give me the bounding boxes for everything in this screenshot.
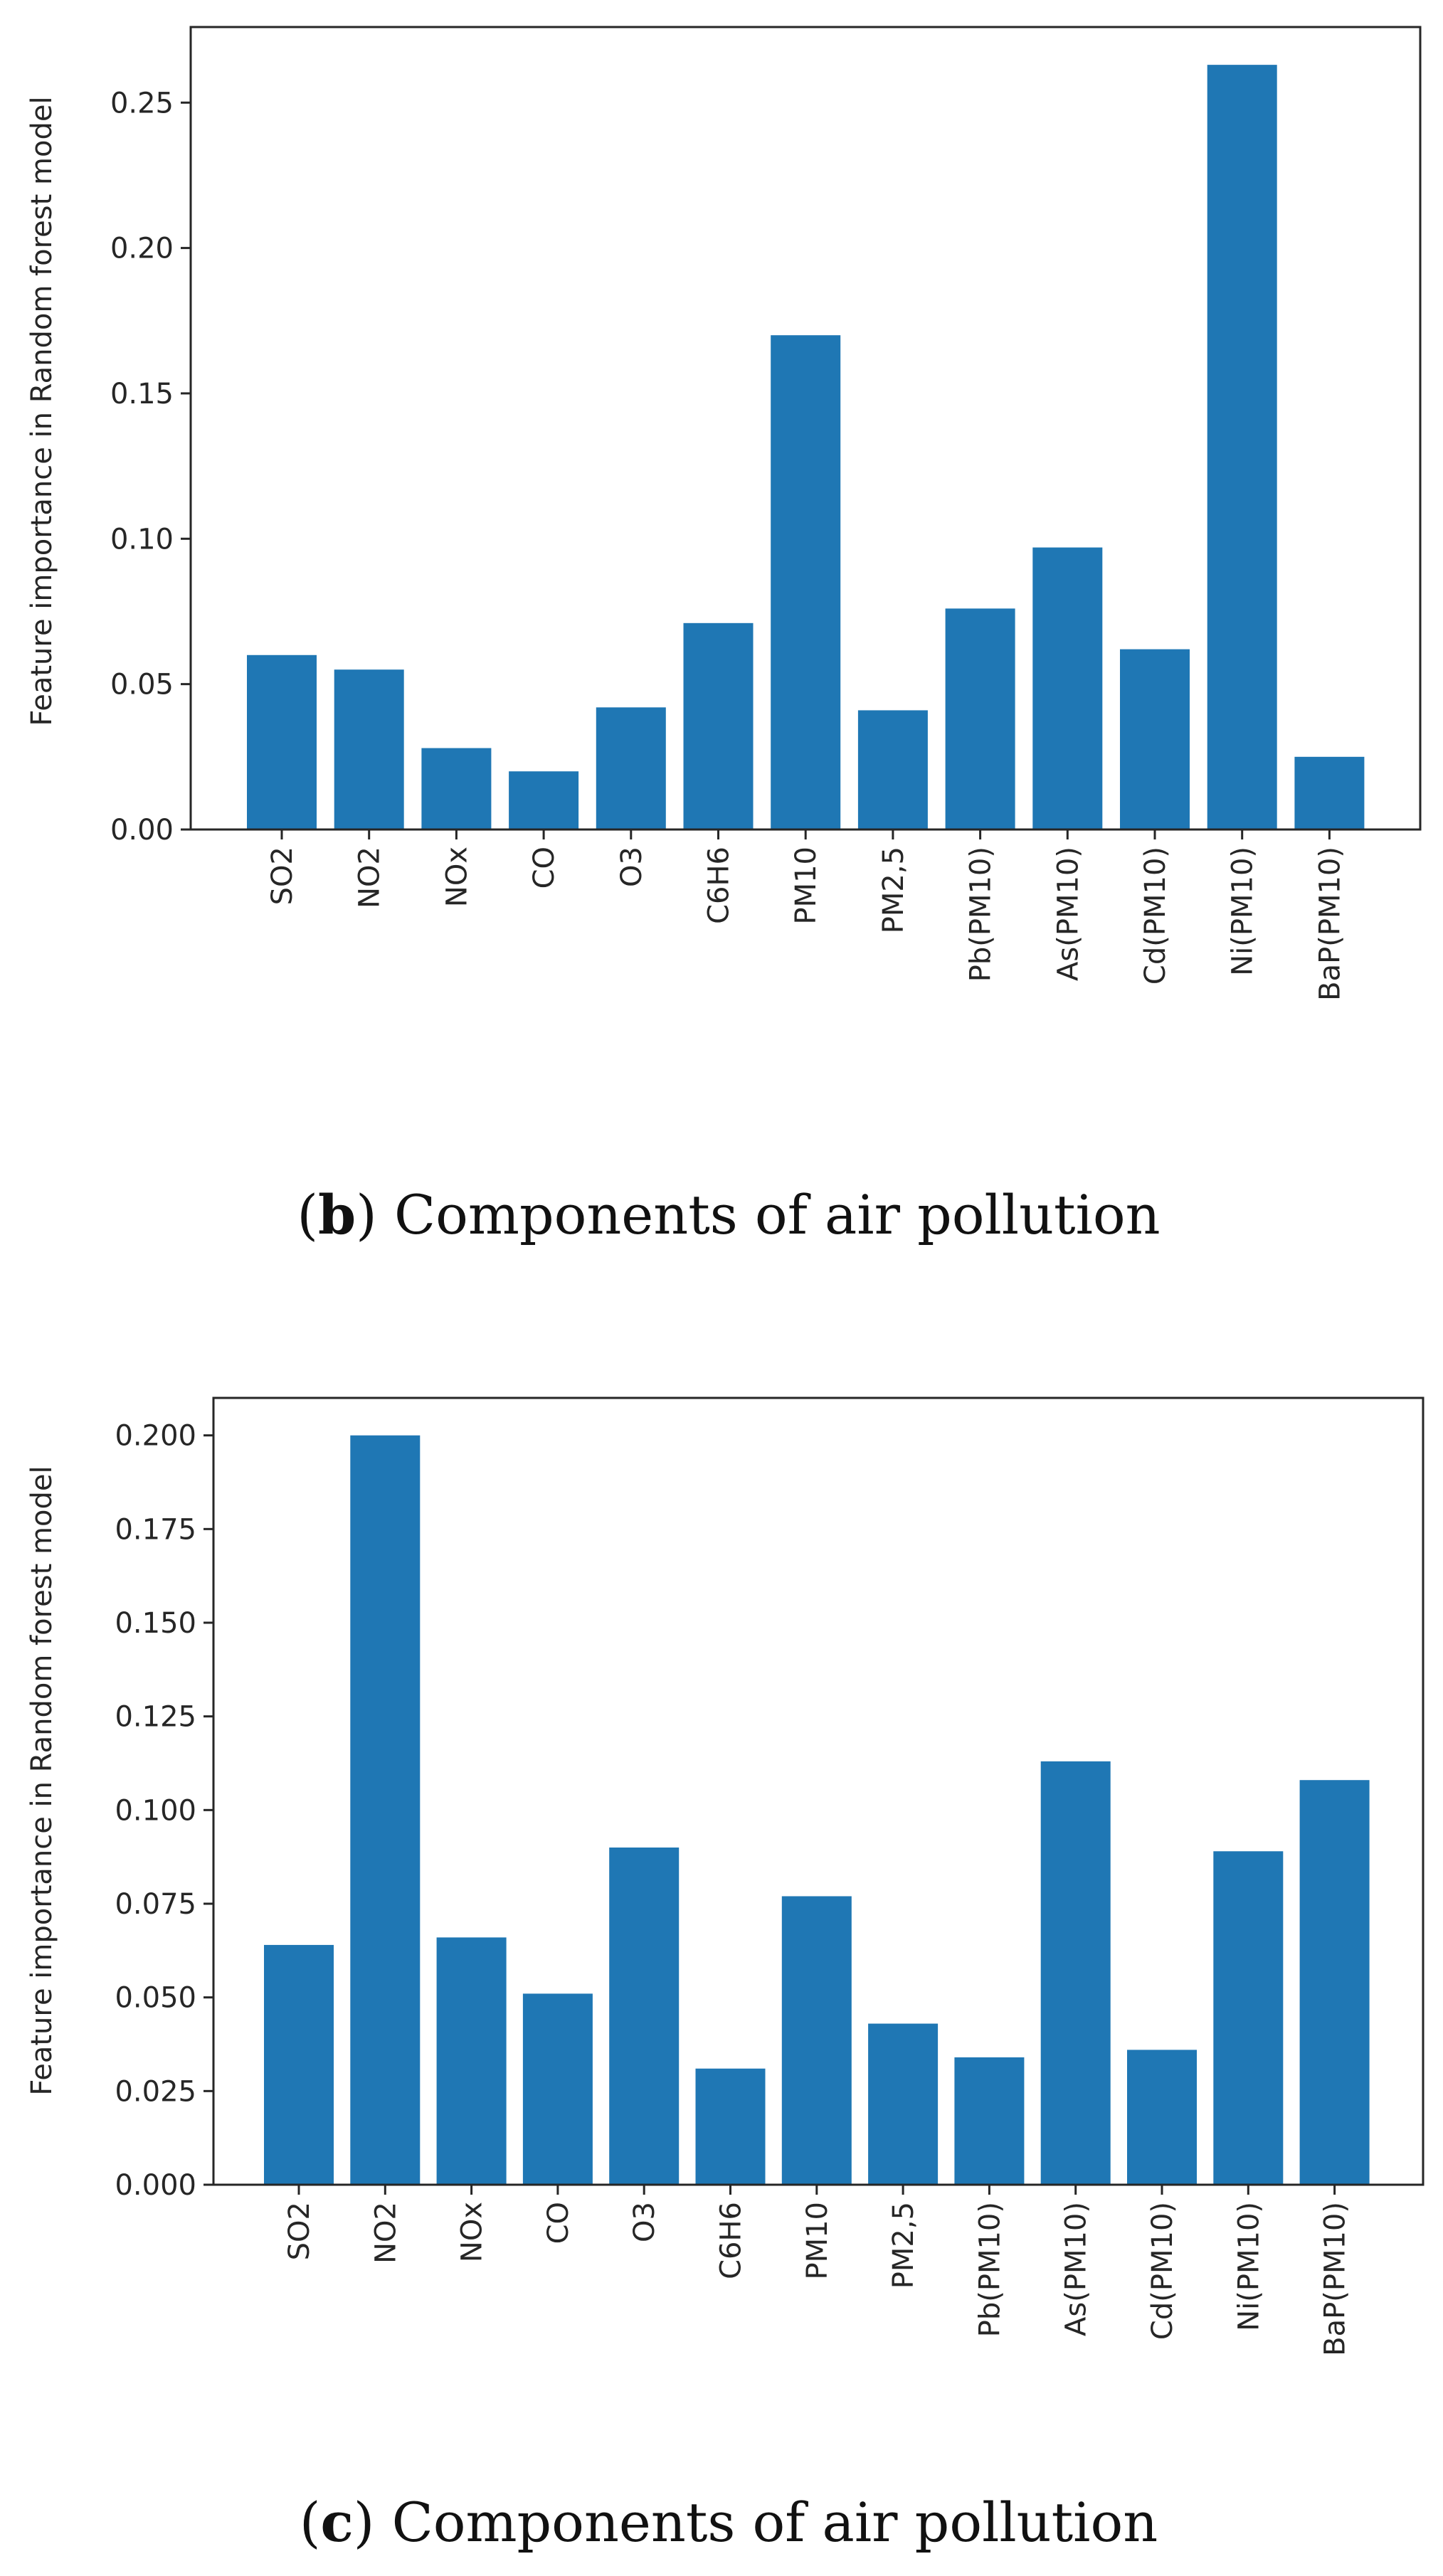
chart-c-bar bbox=[1040, 1761, 1111, 2185]
chart-b-category-label: C6H6 bbox=[703, 847, 736, 924]
chart-c-bar bbox=[695, 2068, 766, 2185]
chart-b-category-label: Pb(PM10) bbox=[965, 847, 998, 982]
chart-b-category-label: SO2 bbox=[266, 847, 299, 905]
chart-c-category-label: BaP(PM10) bbox=[1319, 2202, 1352, 2356]
chart-c-bar bbox=[436, 1937, 507, 2185]
chart-c-category-label: NO2 bbox=[369, 2202, 402, 2264]
chart-b-bar bbox=[945, 608, 1015, 829]
chart-c-category-label: SO2 bbox=[283, 2202, 316, 2260]
chart-c-ytick-label: 0.200 bbox=[115, 1420, 196, 1453]
chart-b-category-label: CO bbox=[528, 847, 561, 889]
chart-c-ytick-label: 0.100 bbox=[115, 1794, 196, 1827]
chart-b-caption-letter: b bbox=[318, 1183, 356, 1246]
chart-c-caption: (c) Components of air pollution bbox=[300, 2491, 1158, 2554]
chart-b-category-label: As(PM10) bbox=[1052, 847, 1084, 981]
chart-c-category-label: NOx bbox=[456, 2202, 489, 2262]
chart-c-plot-frame bbox=[212, 1396, 1424, 2186]
chart-b-ytick-label: 0.20 bbox=[110, 233, 174, 265]
chart-b-category-label: O3 bbox=[615, 847, 648, 887]
chart-c-category-label: Pb(PM10) bbox=[973, 2202, 1006, 2337]
chart-c-ytick-label: 0.025 bbox=[115, 2075, 196, 2108]
chart-b-bar bbox=[1120, 649, 1190, 829]
chart-c-bar bbox=[1299, 1780, 1370, 2185]
chart-c-bar bbox=[264, 1944, 334, 2185]
chart-b-bar bbox=[1207, 65, 1277, 830]
chart-b-bar bbox=[771, 335, 841, 829]
chart-b-category-label: NOx bbox=[440, 847, 473, 907]
chart-c-category-label: PM10 bbox=[801, 2202, 834, 2280]
chart-b-bar bbox=[421, 748, 492, 829]
chart-b-caption: (b) Components of air pollution bbox=[297, 1183, 1160, 1246]
chart-b-category-label: NO2 bbox=[354, 847, 386, 908]
chart-b-bar bbox=[857, 710, 928, 829]
chart-c-category-label: O3 bbox=[628, 2202, 661, 2242]
chart-c-bar bbox=[522, 1993, 593, 2185]
chart-c-ytick-label: 0.150 bbox=[115, 1607, 196, 1640]
chart-c-category-label: C6H6 bbox=[715, 2202, 748, 2279]
chart-b-category-label: PM10 bbox=[790, 847, 823, 925]
chart-c-ylabel: Feature importance in Random forest mode… bbox=[26, 1465, 58, 2095]
chart-c-category-label: As(PM10) bbox=[1060, 2202, 1093, 2336]
chart-c-bar bbox=[1127, 2050, 1197, 2185]
chart-b-bar bbox=[334, 669, 404, 829]
chart-b-bar bbox=[1032, 547, 1103, 829]
chart-b-ytick-label: 0.15 bbox=[110, 378, 174, 410]
chart-c-category-label: CO bbox=[542, 2202, 575, 2244]
chart-c-bar bbox=[781, 1896, 852, 2185]
chart-c-ytick-label: 0.175 bbox=[115, 1513, 196, 1546]
chart-c-bar bbox=[609, 1848, 680, 2185]
chart-b-category-label: BaP(PM10) bbox=[1314, 847, 1346, 1001]
chart-b-ytick-label: 0.05 bbox=[110, 669, 174, 701]
chart-b-category-label: Ni(PM10) bbox=[1227, 847, 1259, 976]
chart-b-ytick-label: 0.00 bbox=[110, 814, 174, 847]
chart-b-category-label: Cd(PM10) bbox=[1139, 847, 1172, 985]
chart-b-bar bbox=[247, 654, 317, 829]
chart-c-ytick-label: 0.050 bbox=[115, 1982, 196, 2015]
chart-c-ytick-label: 0.075 bbox=[115, 1888, 196, 1921]
chart-b-bar bbox=[596, 707, 666, 829]
chart-c-caption-letter: c bbox=[320, 2491, 353, 2554]
chart-b-bar bbox=[509, 771, 579, 829]
chart-c-bar bbox=[868, 2023, 939, 2185]
chart-b-category-label: PM2,5 bbox=[877, 847, 910, 933]
chart-c-bar bbox=[350, 1435, 421, 2185]
chart-c-ytick-label: 0.125 bbox=[115, 1701, 196, 1734]
chart-c-category-label: PM2,5 bbox=[887, 2202, 920, 2289]
chart-c-bar bbox=[1213, 1851, 1284, 2185]
chart-b-ytick-label: 0.25 bbox=[110, 87, 174, 120]
chart-c-caption-text: Components of air pollution bbox=[392, 2491, 1158, 2554]
chart-c-category-label: Cd(PM10) bbox=[1146, 2202, 1179, 2340]
chart-b-bar bbox=[1294, 756, 1365, 829]
chart-b: Feature importance in Random forest mode… bbox=[26, 26, 1422, 1246]
chart-c-bar bbox=[954, 2057, 1025, 2185]
chart-c-ytick-label: 0.000 bbox=[115, 2169, 196, 2202]
chart-b-bar bbox=[683, 622, 754, 829]
chart-c: Feature importance in Random forest mode… bbox=[26, 1396, 1424, 2554]
chart-c-category-label: Ni(PM10) bbox=[1232, 2202, 1265, 2331]
chart-b-caption-text: Components of air pollution bbox=[394, 1183, 1161, 1246]
chart-b-ytick-label: 0.10 bbox=[110, 523, 174, 556]
chart-b-ylabel: Feature importance in Random forest mode… bbox=[26, 96, 58, 726]
